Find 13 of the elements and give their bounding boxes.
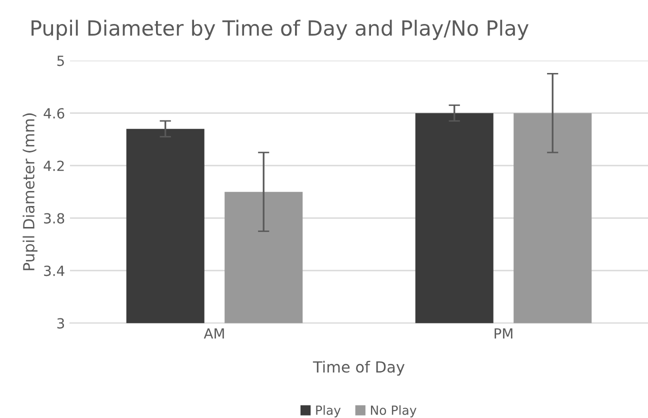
chart-title: Pupil Diameter by Time of Day and Play/No Play xyxy=(32,20,529,40)
y-tick-label: 4.6 xyxy=(44,108,64,119)
legend-label: No Play xyxy=(370,405,416,418)
x-axis-title: Time of Day xyxy=(312,360,405,376)
y-tick-label: 3.8 xyxy=(44,213,64,224)
x-tick-label: AM xyxy=(204,328,224,339)
y-tick-label: 3.4 xyxy=(44,266,64,276)
y-tick-label: 4.2 xyxy=(44,160,64,171)
legend-label: Play xyxy=(316,405,341,418)
y-axis-title: Pupil Diameter (mm) xyxy=(22,113,38,270)
x-tick-label: PM xyxy=(494,328,512,339)
y-tick-label: 3 xyxy=(57,318,64,329)
y-tick-label: 5 xyxy=(57,56,64,66)
